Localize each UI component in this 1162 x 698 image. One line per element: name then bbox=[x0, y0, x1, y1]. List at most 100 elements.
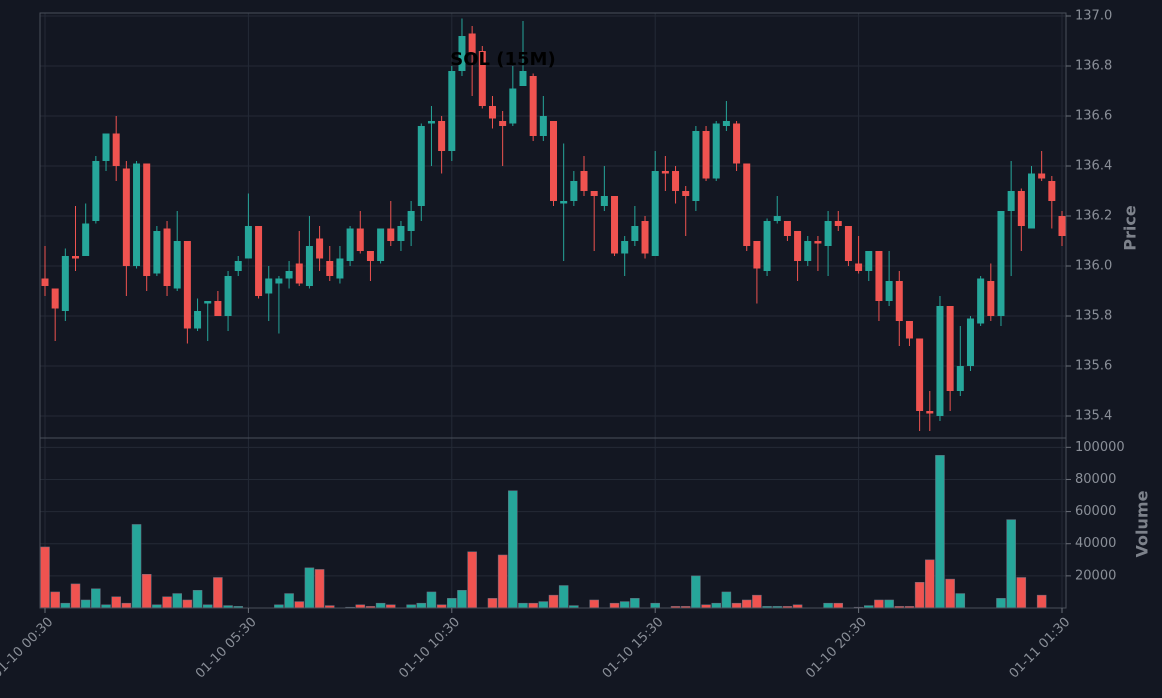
candle-body bbox=[885, 281, 893, 301]
candle-body bbox=[1027, 173, 1035, 229]
candle-body bbox=[672, 171, 680, 191]
candle-body bbox=[611, 196, 619, 254]
candle-body bbox=[204, 301, 212, 304]
candle-body bbox=[122, 168, 130, 266]
candle-body bbox=[183, 241, 191, 329]
candle-body bbox=[234, 261, 242, 271]
volume-bar bbox=[538, 601, 549, 609]
candle-body bbox=[733, 123, 741, 164]
volume-bar bbox=[955, 593, 966, 609]
y-tick-label: 40000 bbox=[1075, 536, 1116, 551]
candle-body bbox=[712, 123, 720, 179]
y-axis-label: Volume bbox=[1133, 490, 1152, 557]
volume-bar bbox=[213, 577, 223, 609]
candle-body bbox=[539, 116, 547, 136]
volume-bar bbox=[528, 602, 538, 609]
candle-body bbox=[265, 278, 273, 294]
candle-body bbox=[743, 163, 751, 246]
candle-body bbox=[41, 278, 49, 286]
candle-body bbox=[987, 281, 995, 316]
volume-bar bbox=[1036, 594, 1047, 609]
candle-body bbox=[590, 191, 598, 196]
volume-bar bbox=[925, 559, 935, 609]
candle-body bbox=[295, 263, 303, 284]
volume-bar bbox=[650, 602, 660, 609]
candle-body bbox=[133, 163, 141, 266]
candle-body bbox=[834, 221, 842, 226]
volume-bar bbox=[40, 546, 50, 609]
candle-body bbox=[916, 338, 924, 411]
candle-body bbox=[956, 366, 964, 391]
candle-body bbox=[51, 288, 59, 309]
y-tick-label: 136.0 bbox=[1075, 259, 1112, 274]
volume-bar bbox=[548, 594, 559, 609]
candle-body bbox=[966, 318, 974, 366]
candle-body bbox=[143, 163, 151, 276]
volume-bar bbox=[691, 575, 701, 609]
candle-body bbox=[621, 241, 629, 254]
candle-body bbox=[244, 226, 252, 259]
candle-body bbox=[488, 106, 496, 119]
candle-body bbox=[224, 276, 232, 316]
volume-bar bbox=[172, 593, 182, 609]
candle-body bbox=[387, 228, 395, 241]
volume-bar bbox=[518, 602, 528, 609]
chart-title: SOL (15M) bbox=[450, 49, 555, 70]
candle-body bbox=[722, 121, 730, 126]
y-tick-label: 135.6 bbox=[1075, 359, 1112, 374]
volume-bar bbox=[162, 596, 172, 609]
volume-bar bbox=[447, 598, 457, 609]
candle-body bbox=[1058, 216, 1066, 236]
candle-body bbox=[255, 226, 263, 296]
volume-bar bbox=[1006, 519, 1016, 609]
volume-bar bbox=[752, 594, 762, 609]
candle-body bbox=[895, 281, 903, 321]
candle-body bbox=[692, 131, 700, 201]
candle-body bbox=[936, 306, 944, 416]
candle-body bbox=[366, 251, 374, 261]
volume-bar bbox=[874, 599, 884, 609]
y-tick-label: 136.2 bbox=[1075, 209, 1112, 224]
candle-body bbox=[427, 121, 435, 124]
volume-bar bbox=[589, 599, 599, 609]
candle-body bbox=[855, 263, 863, 271]
volume-bar bbox=[497, 554, 508, 609]
candle-body bbox=[763, 221, 771, 271]
candle-body bbox=[336, 258, 344, 279]
candle-body bbox=[92, 161, 100, 221]
volume-panel bbox=[39, 437, 1067, 609]
candle-body bbox=[946, 306, 954, 391]
candle-body bbox=[550, 121, 557, 201]
candle-body bbox=[468, 33, 476, 54]
candle-body bbox=[509, 88, 517, 124]
y-tick-label: 136.4 bbox=[1075, 159, 1112, 174]
volume-bar bbox=[467, 551, 477, 609]
y-tick-label: 136.8 bbox=[1075, 59, 1112, 74]
y-tick-label: 135.8 bbox=[1075, 309, 1112, 324]
volume-bar bbox=[996, 598, 1006, 609]
candle-body bbox=[865, 251, 873, 271]
candle-body bbox=[407, 211, 415, 231]
candle-body bbox=[285, 271, 293, 279]
candle-body bbox=[804, 241, 812, 261]
candle-body bbox=[519, 71, 527, 86]
candle-body bbox=[1007, 191, 1015, 211]
volume-bar bbox=[935, 455, 945, 609]
volume-bar bbox=[91, 588, 101, 609]
volume-bar bbox=[945, 578, 955, 609]
candle-body bbox=[580, 171, 588, 191]
volume-bar bbox=[131, 524, 142, 609]
volume-bar bbox=[711, 602, 721, 609]
candle-body bbox=[875, 251, 883, 301]
candle-body bbox=[275, 278, 283, 284]
candle-body bbox=[783, 221, 791, 236]
candle-body bbox=[458, 36, 466, 71]
candle-body bbox=[794, 231, 802, 261]
candle-body bbox=[905, 321, 913, 339]
y-axis-label: Price bbox=[1121, 205, 1140, 251]
candle-body bbox=[529, 76, 537, 136]
y-tick-label: 60000 bbox=[1075, 504, 1116, 519]
candle-body bbox=[102, 133, 110, 161]
candle-body bbox=[977, 278, 985, 324]
